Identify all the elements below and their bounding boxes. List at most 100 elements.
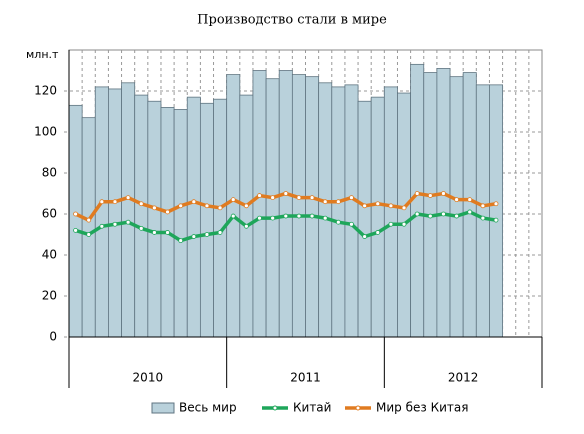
line-marker [427, 193, 433, 198]
y-tick-label: 0 [49, 330, 57, 344]
bar [397, 92, 412, 338]
bar [81, 117, 96, 338]
bar [318, 82, 333, 338]
line-marker [309, 213, 315, 219]
group-label: 2011 [290, 371, 321, 385]
line-marker [99, 223, 105, 229]
line-marker [191, 199, 197, 205]
bar [239, 94, 254, 338]
legend-label: Мир без Китая [376, 401, 468, 415]
legend-label: Китай [293, 401, 331, 415]
line-marker [480, 215, 486, 221]
line-marker [296, 213, 302, 219]
legend-marker [272, 405, 278, 411]
line-marker [362, 203, 368, 209]
line-marker [243, 203, 249, 209]
bar [449, 76, 464, 338]
line-marker [73, 211, 78, 217]
line-marker [414, 211, 420, 217]
bar [226, 74, 241, 338]
line-marker [401, 221, 407, 227]
line-marker [191, 234, 197, 239]
bar [278, 70, 293, 338]
line-marker [427, 213, 433, 219]
y-tick-label: 100 [34, 125, 57, 139]
line-marker [388, 203, 394, 209]
y-tick-label: 80 [42, 166, 57, 180]
line-marker [493, 201, 499, 207]
line-marker [243, 223, 249, 229]
bar [489, 84, 503, 338]
line-marker [257, 193, 262, 198]
bar [291, 74, 306, 338]
bar [134, 94, 149, 338]
line-marker [349, 221, 354, 227]
line-marker [283, 213, 289, 219]
line-marker [152, 230, 157, 235]
line-marker [152, 205, 157, 211]
line-marker [99, 199, 105, 205]
bar [213, 98, 228, 338]
group-label: 2012 [448, 371, 479, 385]
y-tick-label: 60 [42, 207, 57, 221]
line-marker [165, 209, 170, 215]
group-label: 2010 [133, 371, 164, 385]
line-marker [270, 195, 276, 201]
chart-title: Производство стали в мире [197, 13, 387, 28]
line-marker [204, 232, 210, 237]
line-marker [375, 201, 381, 207]
line-marker [125, 195, 131, 201]
bar [462, 72, 477, 338]
bar [423, 72, 438, 338]
line-marker [454, 213, 459, 219]
line-marker [257, 215, 262, 221]
line-marker [86, 232, 92, 237]
bar [160, 107, 175, 338]
line-marker [296, 195, 302, 201]
line-marker [349, 195, 354, 201]
y-axis-label: млн.т [26, 48, 59, 61]
line-marker [178, 203, 184, 209]
legend-label: Весь мир [179, 401, 237, 415]
line-marker [493, 217, 499, 223]
bar [199, 102, 214, 338]
line-marker [454, 197, 459, 203]
line-marker [178, 238, 184, 244]
line-marker [335, 219, 341, 225]
line-marker [86, 217, 92, 223]
line-marker [467, 209, 473, 215]
bar [383, 86, 398, 338]
y-tick-label: 40 [42, 248, 57, 262]
bar [108, 88, 122, 338]
line-marker [270, 215, 276, 221]
line-marker [388, 221, 394, 227]
bar [475, 84, 490, 338]
line-marker [467, 197, 473, 203]
line-marker [441, 191, 446, 196]
line-marker [138, 225, 144, 231]
legend-swatch [151, 402, 175, 414]
line-marker [125, 219, 131, 225]
bar [331, 86, 346, 338]
y-tick-label: 120 [34, 84, 57, 98]
line-marker [112, 199, 118, 205]
line-marker [204, 203, 210, 209]
bar [186, 96, 201, 338]
bar [252, 70, 267, 338]
line-marker [112, 221, 118, 227]
line-marker [283, 191, 289, 196]
line-marker [401, 205, 407, 211]
line-marker [217, 230, 223, 235]
line-marker [230, 197, 236, 203]
bar [121, 82, 136, 338]
line-marker [335, 199, 341, 205]
bar [305, 76, 320, 338]
line-marker [322, 199, 328, 205]
bar [94, 86, 109, 338]
line-marker [138, 201, 144, 207]
line-marker [414, 191, 420, 196]
line-marker [441, 211, 446, 217]
line-marker [217, 205, 223, 211]
bar [173, 109, 188, 338]
